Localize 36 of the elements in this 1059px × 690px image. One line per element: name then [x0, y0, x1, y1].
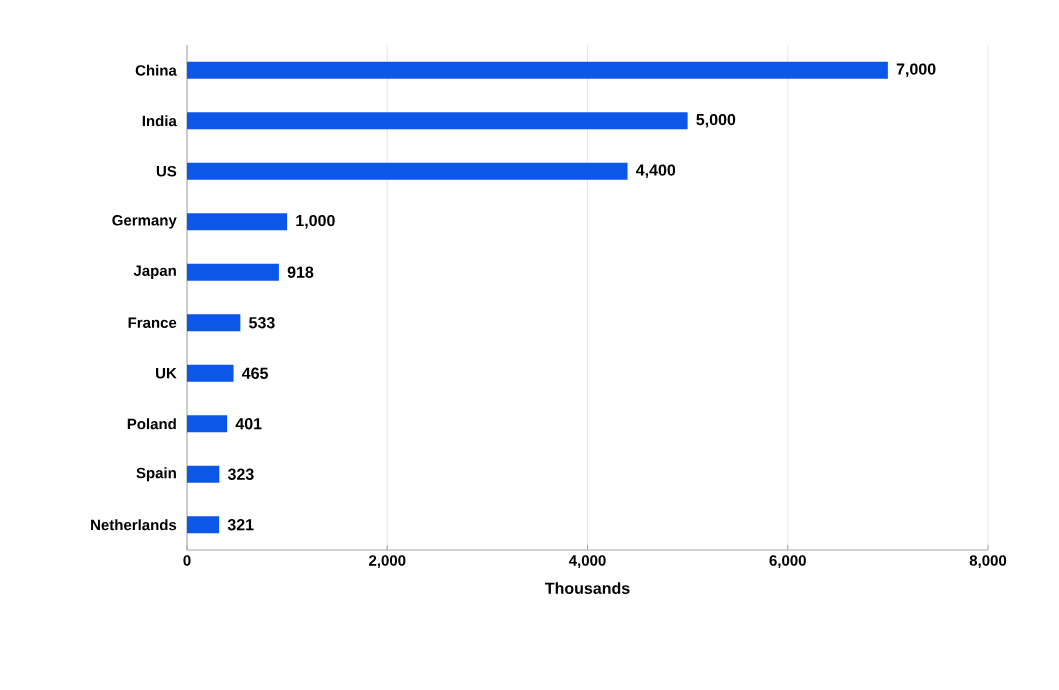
bar [187, 415, 228, 433]
bar [187, 112, 688, 130]
y-tick-label: Germany [112, 214, 177, 229]
x-tick-label: 4,000 [568, 555, 606, 569]
y-tick-label: India [142, 115, 177, 127]
data-label: 533 [249, 317, 275, 329]
x-tick-label: 0 [183, 555, 191, 566]
y-tick-label: Japan [133, 265, 176, 279]
x-axis-title: Thousands [545, 582, 630, 594]
y-tick-label: Spain [136, 467, 176, 482]
bar [187, 364, 234, 382]
bar [187, 213, 288, 231]
y-tick-label: UK [156, 368, 177, 379]
y-tick-label: US [156, 165, 177, 177]
y-tick-label: Netherlands [91, 519, 177, 531]
bar [187, 516, 220, 534]
data-label: 1,000 [296, 214, 335, 229]
data-label: 401 [235, 418, 262, 430]
data-label: 465 [242, 367, 268, 379]
y-tick-label: France [128, 317, 177, 328]
bar [187, 162, 628, 180]
x-tick-label: 2,000 [369, 555, 406, 569]
data-label: 918 [287, 266, 314, 278]
data-label: 4,400 [636, 164, 676, 179]
bar [187, 263, 279, 281]
data-label: 321 [227, 519, 254, 531]
x-tick-label: 6,000 [769, 555, 806, 569]
bar [187, 465, 220, 483]
data-label: 323 [227, 468, 254, 480]
y-tick-label: China [135, 64, 177, 76]
bar [187, 61, 888, 79]
y-tick-label: Poland [127, 418, 176, 430]
bar [187, 314, 241, 332]
data-label: 7,000 [896, 63, 936, 78]
x-tick-label: 8,000 [969, 555, 1007, 569]
data-label: 5,000 [696, 113, 736, 128]
